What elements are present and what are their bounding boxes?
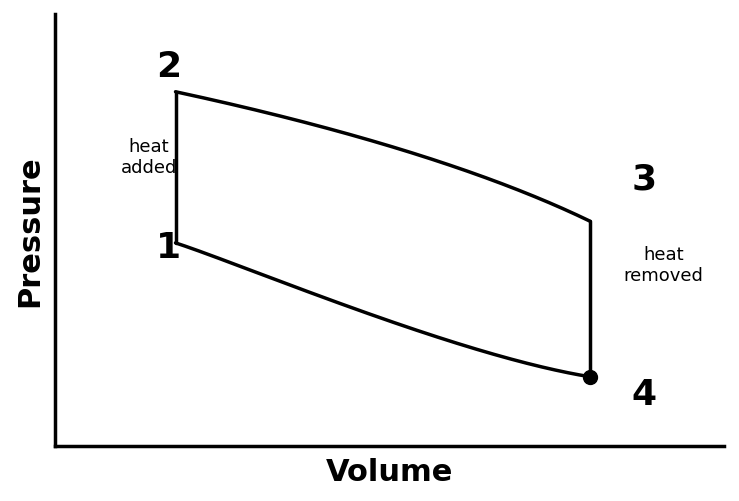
Text: 3: 3 <box>631 162 656 196</box>
X-axis label: Volume: Volume <box>326 457 453 486</box>
Text: heat
removed: heat removed <box>624 245 704 285</box>
Y-axis label: Pressure: Pressure <box>15 155 44 306</box>
Text: 4: 4 <box>631 377 656 411</box>
Text: heat
added: heat added <box>120 138 177 176</box>
Text: 1: 1 <box>156 231 181 265</box>
Text: 2: 2 <box>156 50 181 84</box>
